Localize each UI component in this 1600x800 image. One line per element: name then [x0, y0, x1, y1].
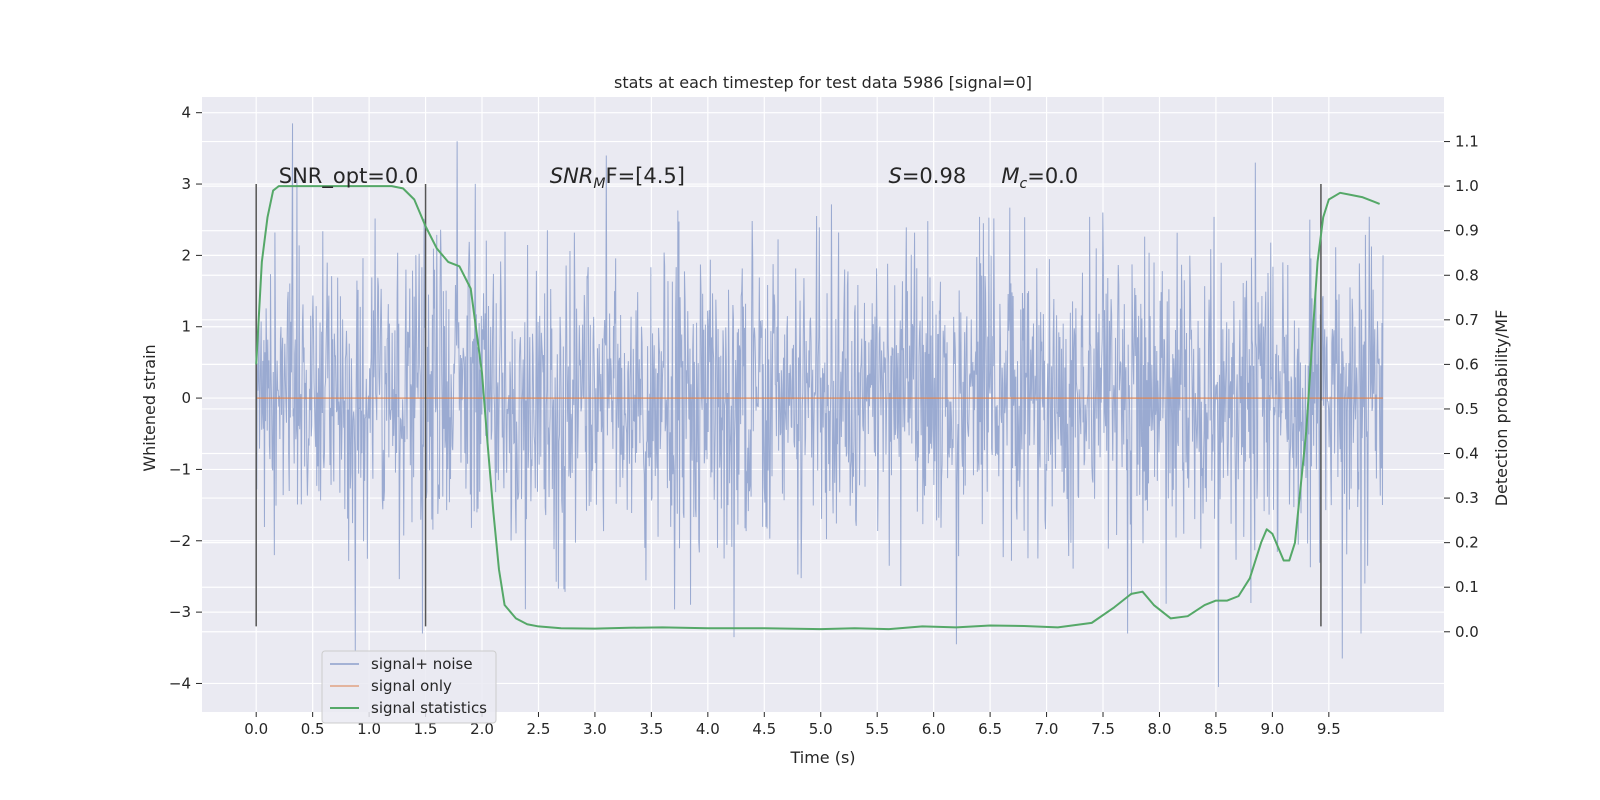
legend: signal+ noise signal only signal statist… — [321, 650, 497, 724]
y2-tick-label: 1.0 — [1455, 177, 1479, 195]
x-tick-label: 6.0 — [922, 720, 946, 738]
x-tick-label: 4.5 — [752, 720, 776, 738]
annotations: SNR_opt=0.0 SNRMF=[4.5] S=0.98 Mc=0.0 — [279, 164, 1078, 192]
x-axis-label: Time (s) — [789, 748, 855, 767]
legend-label-signal-statistics: signal statistics — [371, 699, 487, 717]
y-tick-label: −2 — [169, 532, 191, 550]
y2-tick-label: 0.6 — [1455, 355, 1479, 373]
x-tick-label: 7.5 — [1091, 720, 1115, 738]
x-tick-label: 6.5 — [978, 720, 1002, 738]
y2-axis-label: Detection probability/MF — [1492, 310, 1511, 507]
annotation-snr-mf: SNRMF=[4.5] — [550, 164, 685, 192]
annotation-s: S=0.98 — [888, 164, 966, 188]
x-tick-label: 5.0 — [809, 720, 833, 738]
legend-label-signal-noise: signal+ noise — [371, 655, 473, 673]
y-tick-label: 0 — [181, 389, 191, 407]
x-tick-label: 2.0 — [470, 720, 494, 738]
legend-label-signal-only: signal only — [371, 677, 452, 695]
y2-tick-label: 0.5 — [1455, 400, 1479, 418]
y-axis-label: Whitened strain — [140, 344, 159, 471]
y-axis-ticks: −4 −3 −2 −1 0 1 2 3 4 — [169, 104, 202, 692]
x-tick-label: 0.0 — [244, 720, 268, 738]
x-tick-label: 8.5 — [1204, 720, 1228, 738]
y-tick-label: 3 — [181, 175, 191, 193]
x-tick-label: 7.0 — [1035, 720, 1059, 738]
x-tick-label: 8.0 — [1148, 720, 1172, 738]
y2-tick-label: 0.8 — [1455, 266, 1479, 284]
y2-tick-label: 0.4 — [1455, 445, 1479, 463]
vertical-markers — [255, 184, 1322, 627]
x-tick-label: 9.5 — [1317, 720, 1341, 738]
signal-noise-line — [255, 123, 1384, 688]
annotation-mc: Mc=0.0 — [1001, 164, 1078, 192]
chart-title: stats at each timestep for test data 598… — [614, 73, 1032, 92]
x-tick-label: 1.5 — [414, 720, 438, 738]
y2-tick-label: 1.1 — [1455, 133, 1479, 151]
y2-tick-label: 0.2 — [1455, 534, 1479, 552]
y2-axis-ticks: 0.0 0.1 0.2 0.3 0.4 0.5 0.6 0.7 0.8 0.9 1.0 1.1 — [1444, 133, 1479, 641]
x-tick-label: 3.0 — [583, 720, 607, 738]
annotation-snr-opt: SNR_opt=0.0 — [279, 164, 419, 189]
y2-tick-label: 0.3 — [1455, 489, 1479, 507]
y-tick-label: −3 — [169, 603, 191, 621]
y-tick-label: −1 — [169, 460, 191, 478]
x-tick-label: 4.0 — [696, 720, 720, 738]
y-tick-label: 4 — [181, 104, 191, 122]
legend-box — [321, 650, 497, 724]
y-tick-label: 1 — [181, 318, 191, 336]
x-tick-label: 5.5 — [865, 720, 889, 738]
signal-statistics-line — [255, 185, 1381, 631]
y-tick-label: 2 — [181, 246, 191, 264]
y2-tick-label: 0.0 — [1455, 623, 1479, 641]
x-tick-label: 2.5 — [527, 720, 551, 738]
series-signal-noise — [255, 123, 1384, 688]
y-tick-label: −4 — [169, 674, 191, 692]
x-tick-label: 3.5 — [639, 720, 663, 738]
series-signal-statistics — [255, 185, 1381, 631]
x-tick-label: 1.0 — [357, 720, 381, 738]
x-axis-ticks: 0.0 0.5 1.0 1.5 2.0 2.5 3.0 3.5 4.0 4.5 5.0 5.5 6.0 6… — [244, 712, 1341, 738]
y2-tick-label: 0.9 — [1455, 222, 1479, 240]
x-tick-label: 9.0 — [1260, 720, 1284, 738]
x-tick-label: 0.5 — [301, 720, 325, 738]
y2-tick-label: 0.1 — [1455, 578, 1479, 596]
y2-tick-label: 0.7 — [1455, 311, 1479, 329]
